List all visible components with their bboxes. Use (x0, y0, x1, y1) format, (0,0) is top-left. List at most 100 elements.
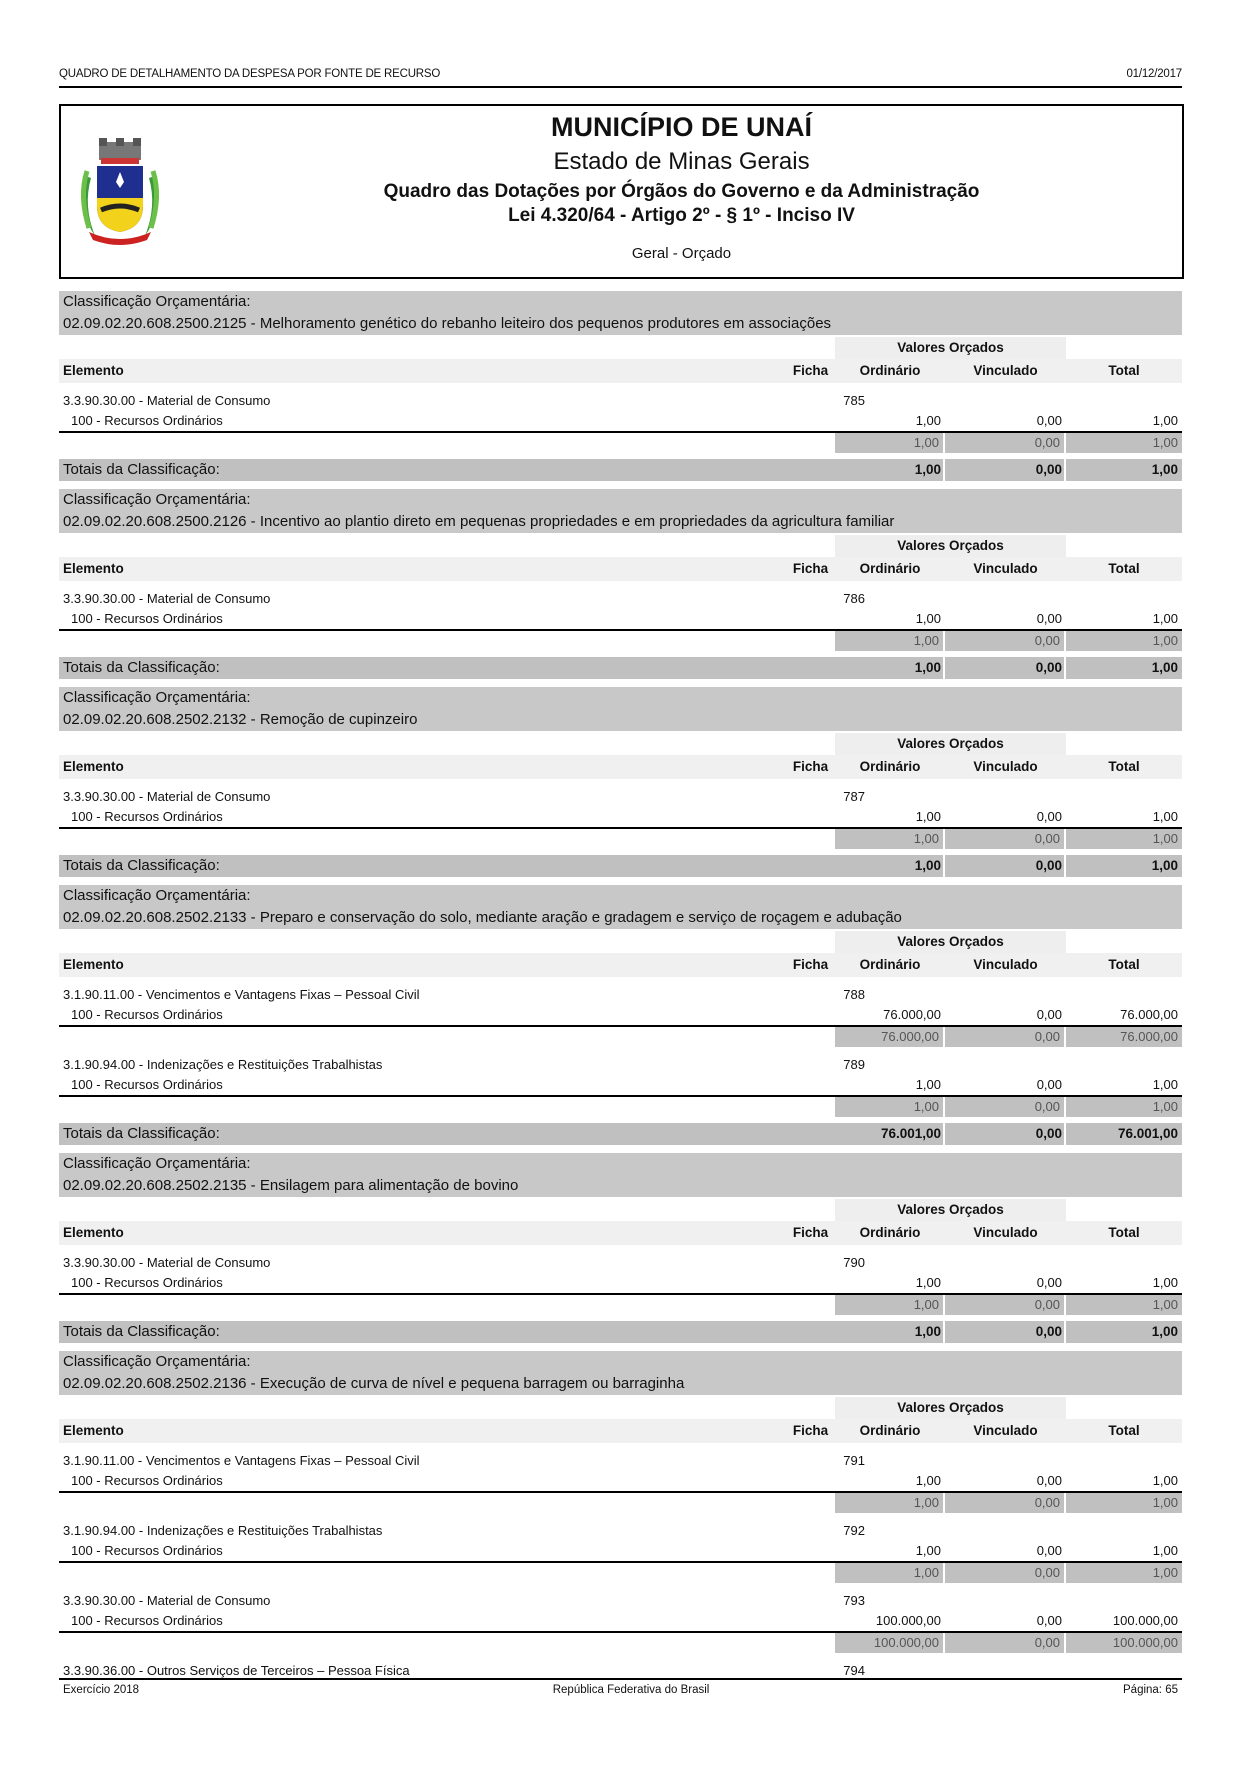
sub-total: 1,00 (1152, 1297, 1178, 1312)
fonte: 100 - Recursos Ordinários (71, 1473, 223, 1488)
classification-header: Classificação Orçamentária: 02.09.02.20.… (59, 291, 1182, 335)
vinculado-value: 0,00 (1036, 1007, 1062, 1022)
col-elemento: Elemento (63, 363, 124, 378)
totals-total: 1,00 (1151, 1324, 1178, 1339)
fonte: 100 - Recursos Ordinários (71, 611, 223, 626)
col-ordinario: Ordinário (859, 561, 921, 576)
col-ficha: Ficha (792, 1423, 829, 1438)
col-vinculado: Vinculado (973, 561, 1038, 576)
classification-header: Classificação Orçamentária: 02.09.02.20.… (59, 687, 1182, 731)
elemento: 3.3.90.30.00 - Material de Consumo (63, 1593, 271, 1608)
elemento: 3.1.90.11.00 - Vencimentos e Vantagens F… (63, 1453, 420, 1468)
report-date: 01/12/2017 (1126, 68, 1182, 80)
classification-totals: Totais da Classificação: 1,00 0,00 1,00 (59, 855, 1182, 877)
sub-ordinario: 1,00 (913, 831, 939, 846)
sub-vinculado: 0,00 (1034, 1495, 1060, 1510)
row-divider (59, 629, 1182, 631)
valores-header: Valores Orçados (59, 1199, 1182, 1221)
col-elemento: Elemento (63, 1423, 124, 1438)
col-total: Total (1108, 561, 1140, 576)
valores-orcados-label: Valores Orçados (835, 733, 1066, 755)
col-ficha: Ficha (792, 957, 829, 972)
header-divider (59, 86, 1182, 88)
classification-section: Classificação Orçamentária: 02.09.02.20.… (59, 1153, 1182, 1343)
valores-orcados-label: Valores Orçados (835, 1199, 1066, 1221)
classification-totals: Totais da Classificação: 1,00 0,00 1,00 (59, 657, 1182, 679)
row-divider (59, 827, 1182, 829)
total-value: 1,00 (1152, 1473, 1178, 1488)
col-ordinario: Ordinário (859, 759, 921, 774)
classification-label: Classificação Orçamentária: (63, 689, 251, 706)
classification-section: Classificação Orçamentária: 02.09.02.20.… (59, 489, 1182, 679)
total-value: 100.000,00 (1112, 1613, 1178, 1628)
vinculado-value: 0,00 (1036, 611, 1062, 626)
sub-total: 1,00 (1152, 435, 1178, 450)
valores-header: Valores Orçados (59, 733, 1182, 755)
sub-vinculado: 0,00 (1034, 1635, 1060, 1650)
col-ficha: Ficha (792, 561, 829, 576)
vinculado-value: 0,00 (1036, 1275, 1062, 1290)
classification-header: Classificação Orçamentária: 02.09.02.20.… (59, 1153, 1182, 1197)
total-value: 1,00 (1152, 611, 1178, 626)
ordinario-value: 1,00 (915, 611, 941, 626)
classification-section: Classificação Orçamentária: 02.09.02.20.… (59, 1351, 1182, 1681)
ficha: 785 (843, 393, 865, 408)
classification-section: Classificação Orçamentária: 02.09.02.20.… (59, 291, 1182, 481)
sub-total: 76.000,00 (1120, 1029, 1178, 1044)
elemento: 3.3.90.30.00 - Material de Consumo (63, 1255, 271, 1270)
column-headers: Elemento Ficha Ordinário Vinculado Total (59, 755, 1182, 779)
col-total: Total (1108, 363, 1140, 378)
col-vinculado: Vinculado (973, 363, 1038, 378)
fonte: 100 - Recursos Ordinários (71, 809, 223, 824)
col-total: Total (1108, 759, 1140, 774)
col-vinculado: Vinculado (973, 957, 1038, 972)
classification-code-title: 02.09.02.20.608.2502.2132 - Remoção de c… (63, 711, 418, 728)
state-title: Estado de Minas Gerais (553, 148, 810, 175)
column-headers: Elemento Ficha Ordinário Vinculado Total (59, 1221, 1182, 1245)
exercise-year: Exercício 2018 (63, 1684, 140, 1696)
classification-label: Classificação Orçamentária: (63, 1155, 251, 1172)
col-elemento: Elemento (63, 1225, 124, 1240)
column-headers: Elemento Ficha Ordinário Vinculado Total (59, 359, 1182, 383)
ficha: 792 (843, 1523, 865, 1538)
classification-list: Classificação Orçamentária: 02.09.02.20.… (59, 291, 1182, 1689)
col-ficha: Ficha (792, 1225, 829, 1240)
totals-label: Totais da Classificação: (63, 659, 220, 676)
totals-label: Totais da Classificação: (63, 1323, 220, 1340)
fonte: 100 - Recursos Ordinários (71, 1543, 223, 1558)
municipality-title: MUNICÍPIO DE UNAÍ (550, 112, 812, 142)
row-divider (59, 1631, 1182, 1633)
elemento: 3.1.90.94.00 - Indenizações e Restituiçõ… (63, 1523, 383, 1538)
classification-code-title: 02.09.02.20.608.2500.2126 - Incentivo ao… (63, 513, 895, 530)
ficha: 791 (843, 1453, 865, 1468)
total-value: 1,00 (1152, 809, 1178, 824)
sub-vinculado: 0,00 (1034, 831, 1060, 846)
footer-divider (59, 1678, 1182, 1680)
valores-orcados-label: Valores Orçados (835, 337, 1066, 359)
elemento: 3.3.90.30.00 - Material de Consumo (63, 789, 271, 804)
fonte: 100 - Recursos Ordinários (71, 1007, 223, 1022)
sub-total: 1,00 (1152, 1495, 1178, 1510)
column-headers: Elemento Ficha Ordinário Vinculado Total (59, 953, 1182, 977)
subtotal-row: 1,00 0,00 1,00 (59, 433, 1182, 453)
col-total: Total (1108, 1225, 1140, 1240)
sub-total: 1,00 (1152, 1099, 1178, 1114)
sub-vinculado: 0,00 (1034, 1565, 1060, 1580)
totals-ordinario: 1,00 (914, 1324, 941, 1339)
classification-header: Classificação Orçamentária: 02.09.02.20.… (59, 1351, 1182, 1395)
col-elemento: Elemento (63, 561, 124, 576)
title-box: MUNICÍPIO DE UNAÍ Estado de Minas Gerais… (59, 104, 1184, 279)
col-elemento: Elemento (63, 957, 124, 972)
totals-label: Totais da Classificação: (63, 461, 220, 478)
report-name: QUADRO DE DETALHAMENTO DA DESPESA POR FO… (59, 68, 441, 80)
totals-ordinario: 1,00 (914, 660, 941, 675)
row-divider (59, 1293, 1182, 1295)
valores-header: Valores Orçados (59, 337, 1182, 359)
col-ordinario: Ordinário (859, 1423, 921, 1438)
totals-vinculado: 0,00 (1035, 660, 1062, 675)
ordinario-value: 1,00 (915, 1543, 941, 1558)
classification-header: Classificação Orçamentária: 02.09.02.20.… (59, 885, 1182, 929)
table-row: 3.1.90.11.00 - Vencimentos e Vantagens F… (59, 1443, 1182, 1513)
subtotal-row: 1,00 0,00 1,00 (59, 829, 1182, 849)
valores-orcados-label: Valores Orçados (835, 1397, 1066, 1419)
